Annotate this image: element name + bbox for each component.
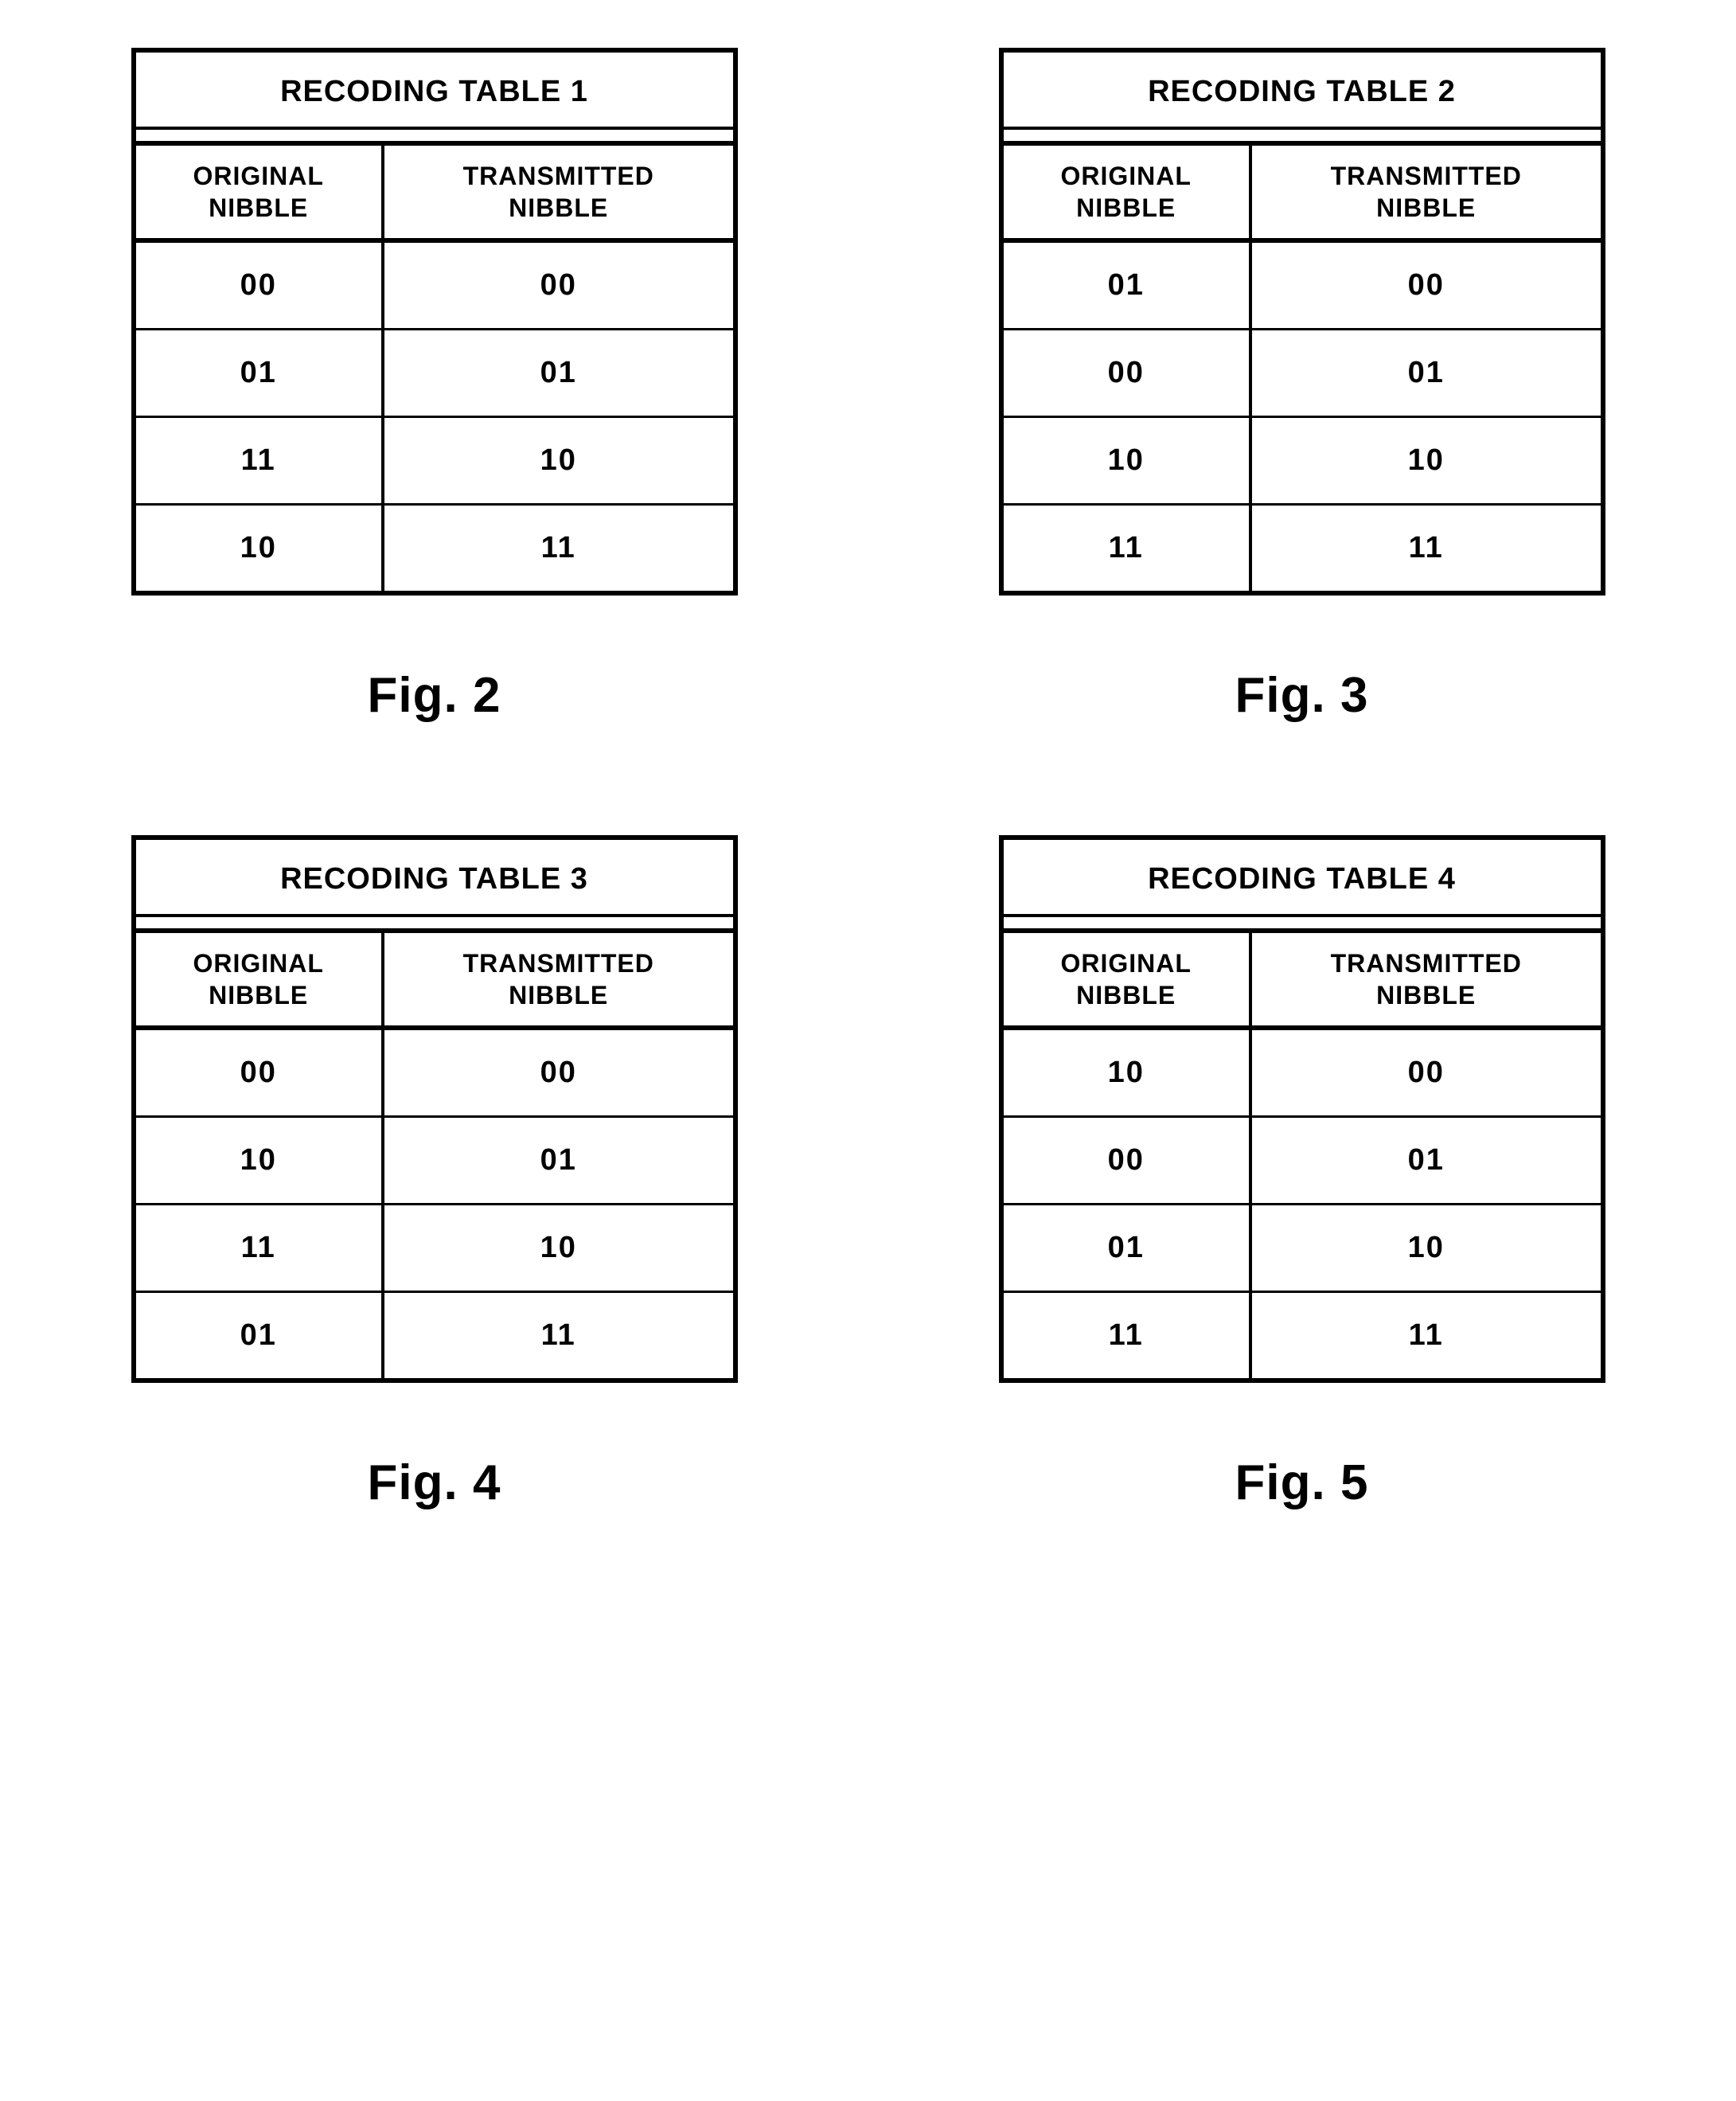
header-text: NIBBLE — [1376, 981, 1476, 1009]
cell-original: 10 — [1004, 417, 1250, 505]
table-row: 0110 — [1004, 1205, 1601, 1292]
figure-2: RECODING TABLE 1 ORIGINAL NIBBLE TRANSMI… — [72, 48, 797, 724]
table-row: 1000 — [1004, 1028, 1601, 1117]
col-header-transmitted: TRANSMITTED NIBBLE — [1250, 933, 1601, 1028]
col-header-transmitted: TRANSMITTED NIBBLE — [383, 146, 733, 240]
table-body: ORIGINAL NIBBLE TRANSMITTED NIBBLE 0000 … — [136, 146, 733, 591]
header-text: NIBBLE — [1076, 193, 1176, 222]
cell-transmitted: 01 — [383, 330, 733, 417]
cell-original: 01 — [1004, 240, 1250, 330]
cell-transmitted: 01 — [1250, 330, 1601, 417]
figure-caption: Fig. 3 — [1235, 667, 1369, 724]
cell-transmitted: 00 — [383, 1028, 733, 1117]
header-text: NIBBLE — [1376, 193, 1476, 222]
col-header-original: ORIGINAL NIBBLE — [136, 933, 383, 1028]
col-header-transmitted: TRANSMITTED NIBBLE — [383, 933, 733, 1028]
cell-transmitted: 11 — [383, 505, 733, 592]
header-text: NIBBLE — [509, 193, 608, 222]
cell-original: 10 — [136, 505, 383, 592]
header-text: TRANSMITTED — [463, 162, 654, 190]
figure-4: RECODING TABLE 3 ORIGINAL NIBBLE TRANSMI… — [72, 835, 797, 1511]
table-row: 0001 — [1004, 1117, 1601, 1205]
table-row: 1001 — [136, 1117, 733, 1205]
table-spacer — [1004, 130, 1601, 146]
header-text: NIBBLE — [209, 193, 308, 222]
cell-original: 11 — [136, 417, 383, 505]
cell-original: 00 — [136, 240, 383, 330]
header-text: TRANSMITTED — [463, 949, 654, 978]
header-text: NIBBLE — [1076, 981, 1176, 1009]
table-body: ORIGINAL NIBBLE TRANSMITTED NIBBLE 0000 … — [136, 933, 733, 1378]
table-title: RECODING TABLE 1 — [136, 53, 733, 130]
cell-original: 11 — [136, 1205, 383, 1292]
cell-transmitted: 00 — [1250, 1028, 1601, 1117]
page-grid: RECODING TABLE 1 ORIGINAL NIBBLE TRANSMI… — [72, 48, 1664, 1511]
cell-original: 11 — [1004, 505, 1250, 592]
header-text: NIBBLE — [209, 981, 308, 1009]
table-row: 0000 — [136, 240, 733, 330]
cell-transmitted: 00 — [1250, 240, 1601, 330]
cell-transmitted: 10 — [1250, 1205, 1601, 1292]
table-body: ORIGINAL NIBBLE TRANSMITTED NIBBLE 0100 … — [1004, 146, 1601, 591]
table-row: 1011 — [136, 505, 733, 592]
table-row: 0000 — [136, 1028, 733, 1117]
table-row: 0100 — [1004, 240, 1601, 330]
table-title: RECODING TABLE 2 — [1004, 53, 1601, 130]
cell-transmitted: 01 — [1250, 1117, 1601, 1205]
table-row: 1110 — [136, 1205, 733, 1292]
table-row: 1111 — [1004, 1292, 1601, 1379]
col-header-original: ORIGINAL NIBBLE — [1004, 146, 1250, 240]
cell-transmitted: 11 — [1250, 505, 1601, 592]
header-text: NIBBLE — [509, 981, 608, 1009]
header-text: ORIGINAL — [193, 949, 324, 978]
cell-transmitted: 10 — [383, 1205, 733, 1292]
cell-original: 01 — [136, 1292, 383, 1379]
figure-caption: Fig. 2 — [368, 667, 501, 724]
col-header-original: ORIGINAL NIBBLE — [1004, 933, 1250, 1028]
table-row: 1010 — [1004, 417, 1601, 505]
recoding-table-3: RECODING TABLE 3 ORIGINAL NIBBLE TRANSMI… — [131, 835, 738, 1383]
cell-transmitted: 00 — [383, 240, 733, 330]
cell-original: 00 — [1004, 330, 1250, 417]
figure-5: RECODING TABLE 4 ORIGINAL NIBBLE TRANSMI… — [940, 835, 1664, 1511]
cell-original: 01 — [1004, 1205, 1250, 1292]
table-row: 0001 — [1004, 330, 1601, 417]
recoding-table-2: RECODING TABLE 2 ORIGINAL NIBBLE TRANSMI… — [999, 48, 1605, 596]
cell-transmitted: 11 — [383, 1292, 733, 1379]
recoding-table-4: RECODING TABLE 4 ORIGINAL NIBBLE TRANSMI… — [999, 835, 1605, 1383]
table-spacer — [136, 130, 733, 146]
cell-transmitted: 11 — [1250, 1292, 1601, 1379]
table-row: 0111 — [136, 1292, 733, 1379]
table-row: 1110 — [136, 417, 733, 505]
figure-3: RECODING TABLE 2 ORIGINAL NIBBLE TRANSMI… — [940, 48, 1664, 724]
header-text: TRANSMITTED — [1331, 162, 1522, 190]
col-header-transmitted: TRANSMITTED NIBBLE — [1250, 146, 1601, 240]
col-header-original: ORIGINAL NIBBLE — [136, 146, 383, 240]
table-title: RECODING TABLE 3 — [136, 840, 733, 917]
cell-transmitted: 10 — [383, 417, 733, 505]
cell-original: 10 — [136, 1117, 383, 1205]
table-body: ORIGINAL NIBBLE TRANSMITTED NIBBLE 1000 … — [1004, 933, 1601, 1378]
table-spacer — [136, 917, 733, 933]
figure-caption: Fig. 5 — [1235, 1455, 1369, 1511]
cell-original: 10 — [1004, 1028, 1250, 1117]
cell-transmitted: 10 — [1250, 417, 1601, 505]
table-row: 0101 — [136, 330, 733, 417]
table-title: RECODING TABLE 4 — [1004, 840, 1601, 917]
header-text: ORIGINAL — [1061, 162, 1192, 190]
cell-original: 00 — [136, 1028, 383, 1117]
header-text: ORIGINAL — [193, 162, 324, 190]
cell-original: 01 — [136, 330, 383, 417]
cell-original: 00 — [1004, 1117, 1250, 1205]
table-row: 1111 — [1004, 505, 1601, 592]
header-text: ORIGINAL — [1061, 949, 1192, 978]
header-text: TRANSMITTED — [1331, 949, 1522, 978]
figure-caption: Fig. 4 — [368, 1455, 501, 1511]
cell-transmitted: 01 — [383, 1117, 733, 1205]
recoding-table-1: RECODING TABLE 1 ORIGINAL NIBBLE TRANSMI… — [131, 48, 738, 596]
table-spacer — [1004, 917, 1601, 933]
cell-original: 11 — [1004, 1292, 1250, 1379]
